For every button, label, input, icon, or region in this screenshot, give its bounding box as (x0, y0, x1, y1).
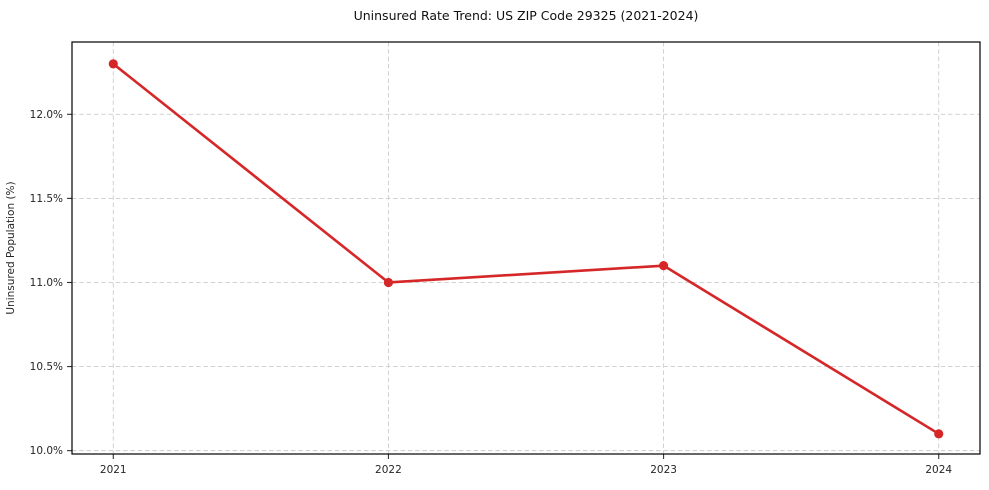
x-tick-label: 2021 (100, 464, 127, 476)
y-axis-label: Uninsured Population (%) (5, 181, 17, 314)
tick-layer: 10.0% 10.5% 11.0% 11.5% 12.0% 2021 2022 2023 202… (30, 109, 953, 476)
x-tick-label: 2024 (925, 464, 952, 476)
grid-layer (72, 42, 980, 454)
chart-title: Uninsured Rate Trend: US ZIP Code 29325 … (354, 8, 699, 23)
trend-line (111, 62, 941, 436)
data-series-layer (108, 59, 944, 439)
y-tick-label: 10.5% (30, 361, 63, 373)
x-tick-label: 2023 (650, 464, 677, 476)
plot-border (71, 41, 981, 455)
y-tick-label: 12.0% (30, 109, 63, 121)
data-point-marker (658, 261, 669, 271)
y-tick-label: 11.0% (30, 277, 63, 289)
data-point-marker (383, 277, 394, 288)
x-tick-label: 2022 (375, 464, 402, 476)
data-point-marker (934, 429, 944, 439)
y-tick-label: 11.5% (30, 193, 63, 205)
y-tick-label: 10.0% (30, 445, 63, 457)
data-point-marker (108, 59, 118, 69)
